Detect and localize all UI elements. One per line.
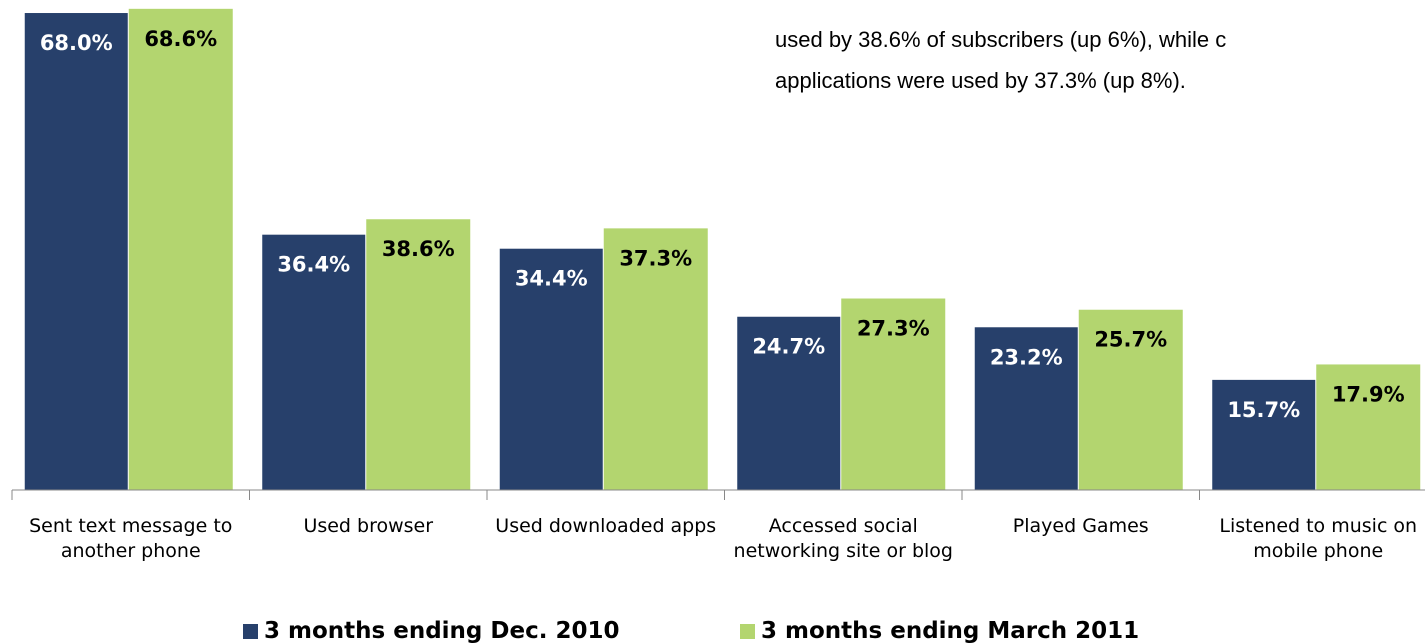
bar (603, 228, 708, 491)
x-tick-label: Listened to music on mobile phone (1219, 515, 1418, 562)
data-label: 36.4% (277, 253, 350, 277)
legend-item: 3 months ending March 2011 (740, 618, 1139, 644)
annotation: used by 38.6% of subscribers (up 6%), wh… (775, 27, 1227, 52)
bar (1212, 379, 1316, 490)
bar (366, 219, 471, 490)
data-label: 37.3% (619, 246, 692, 270)
x-tick-label: Accessed social networking site or blog (733, 515, 953, 562)
x-tick-label: Used downloaded apps (495, 515, 717, 537)
legend-swatch (243, 623, 258, 639)
bar (974, 327, 1078, 490)
legend-label: 3 months ending March 2011 (761, 618, 1140, 644)
bar (1078, 309, 1183, 490)
bar (128, 8, 233, 490)
data-label: 23.2% (990, 345, 1063, 369)
data-label: 17.9% (1332, 382, 1405, 406)
data-label: 24.7% (752, 335, 825, 359)
data-label: 15.7% (1227, 398, 1300, 422)
legend-label: 3 months ending Dec. 2010 (264, 618, 620, 644)
bar (262, 234, 366, 490)
bar (737, 316, 841, 490)
x-tick-label: Used browser (303, 515, 434, 537)
x-tick-label: Played Games (1012, 515, 1149, 537)
data-label: 27.3% (857, 317, 930, 341)
bar (499, 248, 603, 490)
bar (24, 13, 128, 491)
legend-item: 3 months ending Dec. 2010 (243, 618, 619, 644)
data-label: 38.6% (382, 237, 455, 261)
data-label: 68.6% (144, 27, 217, 51)
data-label: 68.0% (40, 31, 113, 55)
data-label: 34.4% (515, 267, 588, 291)
x-tick-label: Sent text message to another phone (29, 515, 233, 562)
annotation: applications were used by 37.3% (up 8%). (775, 68, 1186, 93)
legend-swatch (740, 623, 755, 639)
data-label: 25.7% (1094, 328, 1167, 352)
bar (841, 298, 946, 490)
bar (1316, 364, 1421, 490)
